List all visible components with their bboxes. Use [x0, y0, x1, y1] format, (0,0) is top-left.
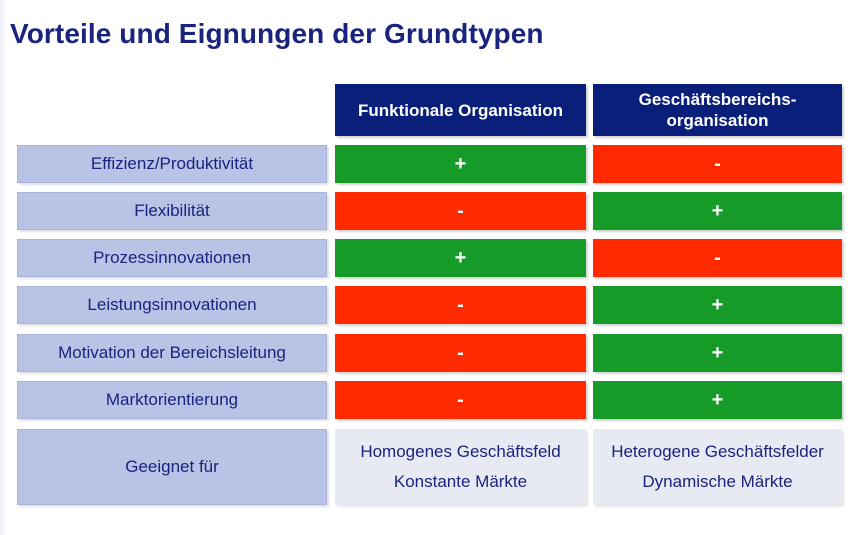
- cell-functional-effizienz: +: [335, 145, 586, 183]
- slide-edge-shade: [0, 0, 6, 535]
- row-label-text: Effizienz/Produktivität: [90, 154, 254, 173]
- suitability-line: Konstante Märkte: [393, 472, 528, 491]
- rating-symbol: +: [711, 199, 724, 222]
- row-label-text: Marktorientierung: [105, 390, 239, 409]
- row-label-flexibilitaet: Flexibilität: [17, 192, 327, 230]
- rating-symbol: +: [454, 152, 467, 175]
- cell-divisional-leistungsinnovationen: +: [593, 286, 842, 324]
- row-label-text: Flexibilität: [134, 201, 210, 220]
- row-label-marktorientierung: Marktorientierung: [17, 381, 327, 419]
- column-header-functional: Funktionale Organisation: [335, 84, 586, 136]
- row-label-prozessinnovationen: Prozessinnovationen: [17, 239, 327, 277]
- cell-divisional-motivation: +: [593, 334, 842, 372]
- cell-divisional-marktorientierung: +: [593, 381, 842, 419]
- cell-functional-prozessinnovationen: +: [335, 239, 586, 277]
- suitability-line: Heterogene Geschäftsfelder: [611, 442, 824, 461]
- column-header-divisional-label: Geschäftsbereichs- organisation: [638, 90, 797, 130]
- slide-title: Vorteile und Eignungen der Grundtypen: [10, 18, 544, 49]
- rating-symbol: +: [711, 293, 724, 316]
- rating-symbol: +: [711, 388, 724, 411]
- row-label-text: Prozessinnovationen: [93, 248, 251, 267]
- row-label-effizienz: Effizienz/Produktivität: [17, 145, 327, 183]
- rating-symbol: -: [457, 293, 464, 316]
- cell-divisional-suitability: Heterogene Geschäftsfelder Dynamische Mä…: [593, 429, 842, 505]
- cell-divisional-effizienz: -: [593, 145, 842, 183]
- rating-symbol: -: [714, 246, 721, 269]
- cell-divisional-prozessinnovationen: -: [593, 239, 842, 277]
- rating-symbol: -: [457, 341, 464, 364]
- rating-symbol: -: [457, 199, 464, 222]
- suitability-line: Dynamische Märkte: [642, 472, 793, 491]
- row-label-text: Leistungsinnovationen: [87, 295, 257, 314]
- cell-divisional-flexibilitaet: +: [593, 192, 842, 230]
- row-label-text: Motivation der Bereichsleitung: [58, 343, 286, 362]
- rating-symbol: +: [454, 246, 467, 269]
- rating-symbol: -: [714, 152, 721, 175]
- row-label-text: Geeignet für: [125, 457, 219, 476]
- suitability-line: Homogenes Geschäftsfeld: [360, 442, 561, 461]
- cell-functional-marktorientierung: -: [335, 381, 586, 419]
- cell-functional-motivation: -: [335, 334, 586, 372]
- column-header-divisional: Geschäftsbereichs- organisation: [593, 84, 842, 136]
- row-label-motivation: Motivation der Bereichsleitung: [17, 334, 327, 372]
- cell-functional-flexibilitaet: -: [335, 192, 586, 230]
- rating-symbol: +: [711, 341, 724, 364]
- column-header-functional-label: Funktionale Organisation: [358, 100, 563, 120]
- rating-symbol: -: [457, 388, 464, 411]
- row-label-geeignet: Geeignet für: [17, 429, 327, 505]
- cell-functional-suitability: Homogenes Geschäftsfeld Konstante Märkte: [335, 429, 586, 505]
- row-label-leistungsinnovationen: Leistungsinnovationen: [17, 286, 327, 324]
- cell-functional-leistungsinnovationen: -: [335, 286, 586, 324]
